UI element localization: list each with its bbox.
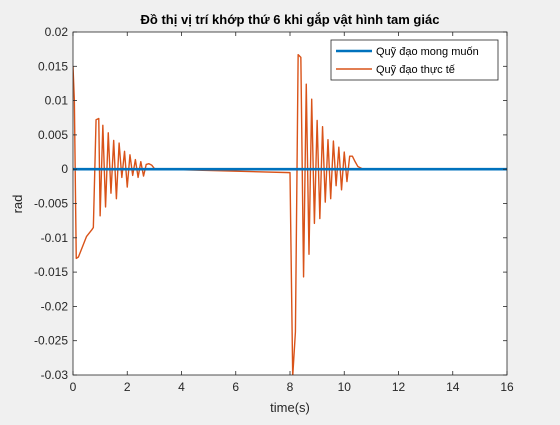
x-tick-label: 8: [287, 380, 294, 394]
x-tick-label: 2: [124, 380, 131, 394]
y-ticks: 0.02 0.015 0.01 0.005 0 -0.005 -0.01 -0.015 -0.0…: [34, 25, 507, 382]
y-tick-label: 0: [61, 162, 68, 176]
legend-label-desired: Quỹ đạo mong muốn: [376, 46, 479, 58]
chart-title: Đồ thị vị trí khớp thứ 6 khi gắp vật hìn…: [141, 12, 440, 27]
y-tick-label: 0.015: [38, 59, 68, 73]
y-tick-label: 0.02: [45, 25, 69, 39]
x-tick-label: 6: [232, 380, 239, 394]
x-tick-label: 14: [446, 380, 460, 394]
y-tick-label: -0.03: [41, 368, 69, 382]
legend: Quỹ đạo mong muốn Quỹ đạo thực tế: [330, 39, 499, 81]
x-axis-label: time(s): [270, 400, 310, 415]
y-tick-label: -0.005: [34, 197, 68, 211]
x-tick-label: 12: [392, 380, 406, 394]
y-tick-label: -0.01: [41, 231, 69, 245]
y-tick-label: -0.015: [34, 265, 68, 279]
y-tick-label: -0.025: [34, 334, 68, 348]
legend-label-actual: Quỹ đạo thực tế: [376, 64, 455, 76]
x-tick-label: 10: [338, 380, 352, 394]
x-tick-label: 16: [500, 380, 514, 394]
y-tick-label: 0.005: [38, 128, 68, 142]
legend-box: [330, 39, 499, 81]
series-layer: [73, 53, 507, 375]
y-tick-label: 0.01: [45, 94, 69, 108]
y-tick-label: -0.02: [41, 299, 69, 313]
x-tick-label: 0: [70, 380, 77, 394]
x-tick-label: 4: [178, 380, 185, 394]
y-axis-label: rad: [10, 195, 25, 214]
x-ticks: 0 2 4 6 8 10 12 14 16: [70, 32, 514, 394]
